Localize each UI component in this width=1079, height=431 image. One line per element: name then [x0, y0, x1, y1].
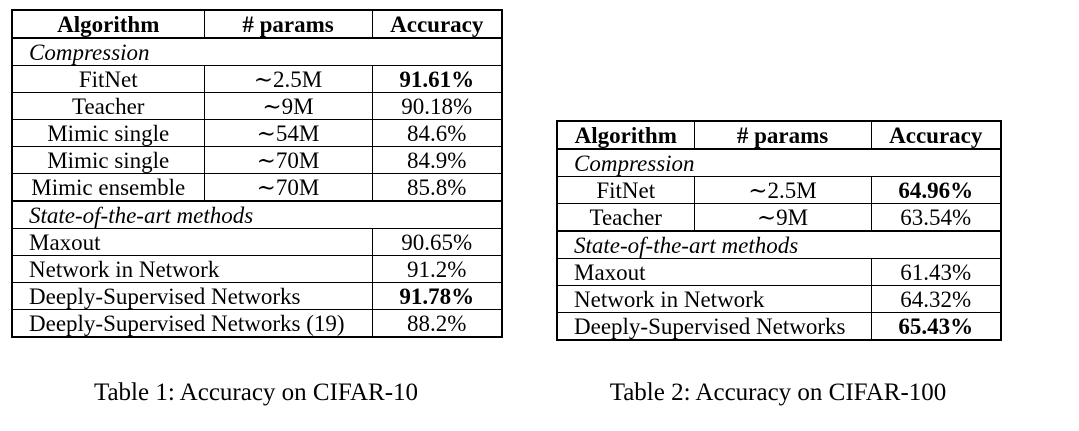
table-row: Mimic ensemble ∼70M 85.8% — [11, 173, 503, 202]
cell-accuracy: 63.54% — [870, 203, 1002, 232]
header-algorithm: Algorithm — [556, 120, 695, 150]
cell-accuracy: 84.9% — [371, 146, 503, 174]
section-title-compression: Compression — [556, 148, 1002, 177]
cell-algorithm: Network in Network — [11, 255, 373, 283]
results-table-cifar100: Algorithm # params Accuracy Compression … — [556, 120, 1002, 341]
cell-accuracy: 61.43% — [870, 258, 1002, 286]
cell-algorithm: Maxout — [11, 228, 373, 256]
cell-params: ∼54M — [203, 119, 373, 147]
cell-accuracy: 88.2% — [371, 309, 503, 338]
cell-params: ∼9M — [693, 203, 872, 232]
cell-accuracy: 91.2% — [371, 255, 503, 283]
cell-algorithm: Maxout — [556, 258, 872, 286]
cell-accuracy: 85.8% — [371, 173, 503, 202]
cell-algorithm: Mimic ensemble — [11, 173, 205, 202]
cell-accuracy: 64.96% — [870, 176, 1002, 204]
cell-accuracy: 91.61% — [371, 65, 503, 93]
cell-accuracy: 90.65% — [371, 228, 503, 256]
table-row: Maxout 61.43% — [556, 258, 1002, 286]
cell-accuracy: 64.32% — [870, 285, 1002, 313]
cell-algorithm: Teacher — [11, 92, 205, 120]
header-params: # params — [203, 9, 373, 39]
cell-params: ∼2.5M — [203, 65, 373, 93]
section-header-row: State-of-the-art methods — [11, 200, 503, 229]
header-params: # params — [693, 120, 872, 150]
table-row: Teacher ∼9M 63.54% — [556, 203, 1002, 232]
cell-algorithm: Deeply-Supervised Networks — [556, 312, 872, 341]
results-table-cifar10: Algorithm # params Accuracy Compression … — [11, 9, 503, 338]
table-row: Mimic single ∼70M 84.9% — [11, 146, 503, 174]
table-row: Maxout 90.65% — [11, 228, 503, 256]
table-row: Deeply-Supervised Networks (19) 88.2% — [11, 309, 503, 338]
table-row: Network in Network 64.32% — [556, 285, 1002, 313]
table-row: Network in Network 91.2% — [11, 255, 503, 283]
header-algorithm: Algorithm — [11, 9, 205, 39]
header-accuracy: Accuracy — [870, 120, 1002, 150]
cell-algorithm: FitNet — [556, 176, 695, 204]
cell-accuracy: 84.6% — [371, 119, 503, 147]
cell-params: ∼70M — [203, 146, 373, 174]
section-header-row: Compression — [11, 37, 503, 66]
section-title-compression: Compression — [11, 37, 503, 66]
table-row: Deeply-Supervised Networks 91.78% — [11, 282, 503, 310]
cell-algorithm: FitNet — [11, 65, 205, 93]
cell-accuracy: 65.43% — [870, 312, 1002, 341]
header-accuracy: Accuracy — [371, 9, 503, 39]
table-cifar100: Algorithm # params Accuracy Compression … — [556, 120, 1002, 341]
section-header-row: State-of-the-art methods — [556, 230, 1002, 259]
section-header-row: Compression — [556, 148, 1002, 177]
cell-algorithm: Mimic single — [11, 146, 205, 174]
cell-accuracy: 90.18% — [371, 92, 503, 120]
table-row: Mimic single ∼54M 84.6% — [11, 119, 503, 147]
cell-algorithm: Deeply-Supervised Networks — [11, 282, 373, 310]
table-caption-cifar10: Table 1: Accuracy on CIFAR-10 — [93, 379, 419, 406]
table-header-row: Algorithm # params Accuracy — [556, 120, 1002, 150]
table-row: Deeply-Supervised Networks 65.43% — [556, 312, 1002, 341]
table-header-row: Algorithm # params Accuracy — [11, 9, 503, 39]
table-row: FitNet ∼2.5M 91.61% — [11, 65, 503, 93]
cell-algorithm: Deeply-Supervised Networks (19) — [11, 309, 373, 338]
section-title-state-of-the-art: State-of-the-art methods — [556, 230, 1002, 259]
cell-algorithm: Teacher — [556, 203, 695, 232]
cell-algorithm: Network in Network — [556, 285, 872, 313]
table-row: FitNet ∼2.5M 64.96% — [556, 176, 1002, 204]
cell-params: ∼70M — [203, 173, 373, 202]
table-caption-cifar100: Table 2: Accuracy on CIFAR-100 — [609, 379, 947, 406]
section-title-state-of-the-art: State-of-the-art methods — [11, 200, 503, 229]
cell-params: ∼9M — [203, 92, 373, 120]
cell-params: ∼2.5M — [693, 176, 872, 204]
cell-algorithm: Mimic single — [11, 119, 205, 147]
table-cifar10: Algorithm # params Accuracy Compression … — [11, 9, 503, 338]
cell-accuracy: 91.78% — [371, 282, 503, 310]
table-row: Teacher ∼9M 90.18% — [11, 92, 503, 120]
